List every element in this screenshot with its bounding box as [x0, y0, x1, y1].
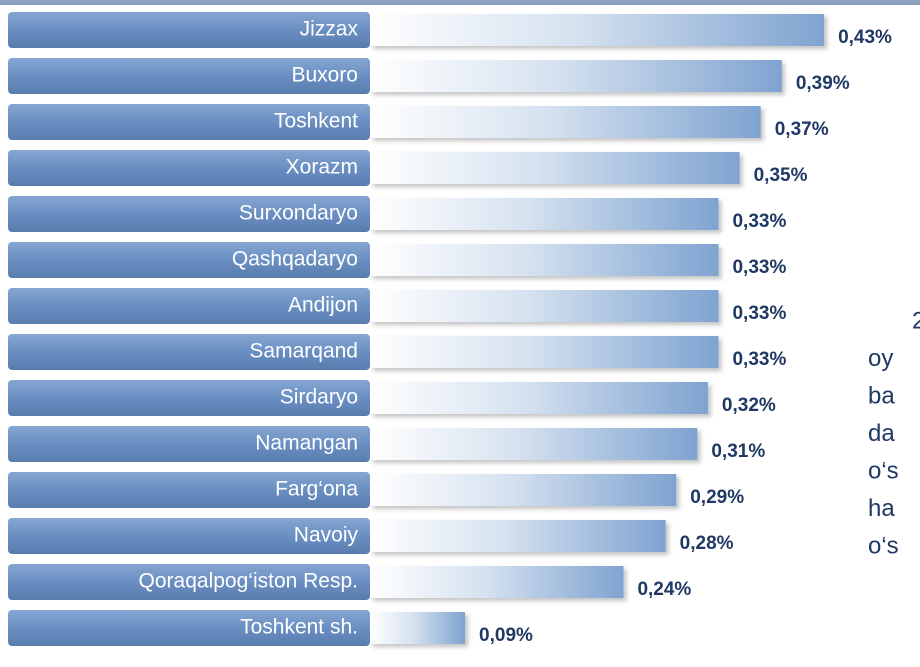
bar: [370, 244, 719, 276]
label-box: [8, 334, 370, 370]
value-label: 0,32%: [722, 395, 776, 416]
value-label: 0,33%: [732, 349, 786, 370]
value-label: 0,24%: [637, 579, 691, 600]
bar: [370, 290, 719, 322]
label-box: [8, 380, 370, 416]
bar: [370, 14, 825, 46]
category-label: Samarqand: [249, 340, 358, 363]
bar: [370, 382, 708, 414]
side-text: o‘s: [868, 532, 899, 559]
bar: [370, 566, 624, 598]
value-label: 0,35%: [754, 165, 808, 186]
side-text: da: [868, 420, 895, 447]
value-label: 0,33%: [732, 303, 786, 324]
category-label: Sirdaryo: [280, 386, 358, 409]
category-label: Namangan: [255, 432, 358, 455]
category-label: Surxondaryo: [239, 202, 358, 225]
bar: [370, 336, 719, 368]
side-text: ha: [868, 495, 895, 522]
category-label: Qashqadaryo: [232, 248, 358, 271]
category-label: Jizzax: [300, 18, 359, 41]
label-box: [8, 58, 370, 94]
category-label: Qoraqalpog‘iston Resp.: [139, 570, 358, 593]
label-box: [8, 518, 370, 554]
bar: [370, 612, 466, 644]
label-box: [8, 242, 370, 278]
label-box: [8, 426, 370, 462]
bar: [370, 60, 782, 92]
label-box: [8, 196, 370, 232]
label-box: [8, 288, 370, 324]
label-box: [8, 610, 370, 646]
value-label: 0,31%: [711, 441, 765, 462]
category-label: Buxoro: [291, 64, 358, 87]
label-box: [8, 564, 370, 600]
value-label: 0,09%: [479, 625, 533, 646]
value-label: 0,28%: [680, 533, 734, 554]
bar: [370, 474, 677, 506]
bar: [370, 106, 761, 138]
bar: [370, 152, 740, 184]
label-box: [8, 12, 370, 48]
value-label: 0,33%: [732, 211, 786, 232]
category-label: Xorazm: [286, 156, 358, 179]
bar: [370, 198, 719, 230]
value-label: 0,43%: [838, 27, 892, 48]
category-label: Toshkent: [274, 110, 358, 133]
top-strip: [0, 0, 920, 5]
side-text: oy: [868, 345, 893, 372]
side-text: ba: [868, 382, 895, 409]
category-label: Farg‘ona: [275, 478, 358, 501]
value-label: 0,33%: [732, 257, 786, 278]
label-box: [8, 472, 370, 508]
value-label: 0,39%: [796, 73, 850, 94]
side-text: o‘s: [868, 457, 899, 484]
category-label: Toshkent sh.: [240, 616, 358, 639]
label-box: [8, 104, 370, 140]
label-box: [8, 150, 370, 186]
value-label: 0,37%: [775, 119, 829, 140]
value-label: 0,29%: [690, 487, 744, 508]
side-text: 2: [912, 307, 920, 334]
category-label: Andijon: [288, 294, 358, 317]
bar: [370, 520, 666, 552]
category-label: Navoiy: [294, 524, 359, 547]
bar: [370, 428, 698, 460]
